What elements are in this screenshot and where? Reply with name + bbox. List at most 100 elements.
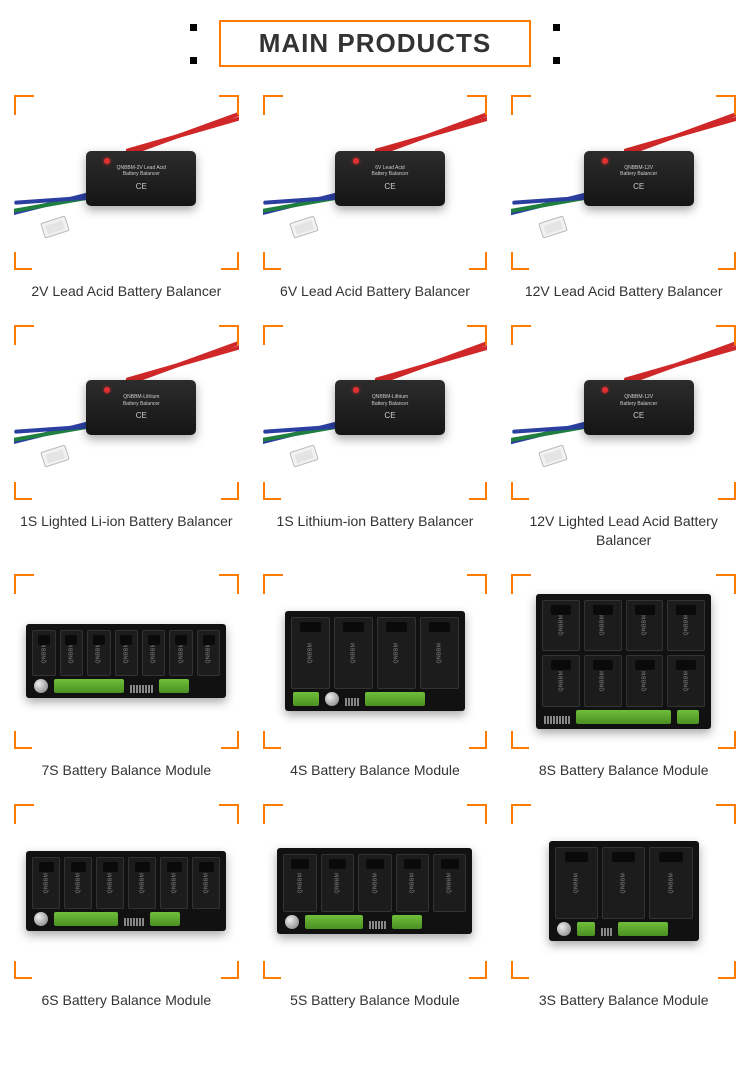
cell-unit: QNBBM — [321, 854, 354, 912]
product-thumbnail[interactable]: QNBBMQNBBMQNBBMQNBBM — [263, 574, 488, 749]
product-thumbnail[interactable]: QNBBMQNBBMQNBBMQNBBMQNBBMQNBBMQNBBM — [14, 574, 239, 749]
product-card[interactable]: QNBBM-12VBattery BalancerCE 12V Lighted L… — [511, 325, 736, 550]
cell-unit: QNBBM — [283, 854, 316, 912]
cell-unit: QNBBM — [291, 617, 330, 689]
product-card[interactable]: QNBBMQNBBMQNBBMQNBBM4S Battery Balance M… — [263, 574, 488, 780]
product-label: 6S Battery Balance Module — [14, 991, 239, 1010]
pin-header — [345, 692, 359, 706]
balancer-box: QNBBM-2V Lead AcidBattery BalancerCE — [86, 151, 196, 206]
product-label: 1S Lighted Li-ion Battery Balancer — [14, 512, 239, 531]
product-label: 7S Battery Balance Module — [14, 761, 239, 780]
product-thumbnail[interactable]: QNBBM-LithiumBattery BalancerCE — [14, 325, 239, 500]
product-label: 3S Battery Balance Module — [511, 991, 736, 1010]
product-card[interactable]: QNBBM-12VBattery BalancerCE 12V Lead Acid… — [511, 95, 736, 301]
product-card[interactable]: 6V Lead AcidBattery BalancerCE 6V Lead Ac… — [263, 95, 488, 301]
cell-unit: QNBBM — [420, 617, 459, 689]
pin-header — [544, 710, 570, 724]
pcb-module: QNBBMQNBBMQNBBMQNBBMQNBBMQNBBMQNBBMQNBBM — [536, 594, 711, 729]
product-thumbnail[interactable]: QNBBM-LithiumBattery BalancerCE — [263, 325, 488, 500]
connector-icon — [40, 445, 70, 468]
terminal-block — [150, 912, 180, 926]
product-thumbnail[interactable]: QNBBM-2V Lead AcidBattery BalancerCE — [14, 95, 239, 270]
terminal-block — [577, 922, 595, 936]
product-label: 5S Battery Balance Module — [263, 991, 488, 1010]
header: MAIN PRODUCTS — [14, 20, 736, 67]
cell-unit: QNBBM — [64, 857, 92, 909]
cell-unit: QNBBM — [96, 857, 124, 909]
cell-unit: QNBBM — [197, 630, 220, 676]
product-thumbnail[interactable]: QNBBM-12VBattery BalancerCE — [511, 325, 736, 500]
cell-unit: QNBBM — [396, 854, 429, 912]
cell-unit: QNBBM — [87, 630, 110, 676]
pin-header — [601, 922, 612, 936]
cell-unit: QNBBM — [192, 857, 220, 909]
product-label: 12V Lead Acid Battery Balancer — [511, 282, 736, 301]
terminal-block — [618, 922, 668, 936]
cell-unit: QNBBM — [667, 655, 705, 707]
knob-icon — [325, 692, 339, 706]
product-label: 6V Lead Acid Battery Balancer — [263, 282, 488, 301]
cell-unit: QNBBM — [667, 600, 705, 652]
product-card[interactable]: QNBBMQNBBMQNBBMQNBBMQNBBMQNBBMQNBBM7S Ba… — [14, 574, 239, 780]
product-card[interactable]: QNBBM-2V Lead AcidBattery BalancerCE2V L… — [14, 95, 239, 301]
cell-unit: QNBBM — [626, 655, 664, 707]
pcb-module: QNBBMQNBBMQNBBM — [549, 841, 699, 941]
product-card[interactable]: QNBBMQNBBMQNBBMQNBBMQNBBM 5S Battery Bala… — [263, 804, 488, 1010]
terminal-block — [392, 915, 422, 929]
cell-unit: QNBBM — [115, 630, 138, 676]
knob-icon — [34, 912, 48, 926]
product-card[interactable]: QNBBMQNBBMQNBBMQNBBMQNBBMQNBBM 6S Battery… — [14, 804, 239, 1010]
product-thumbnail[interactable]: 6V Lead AcidBattery BalancerCE — [263, 95, 488, 270]
cell-unit: QNBBM — [433, 854, 466, 912]
cell-unit: QNBBM — [142, 630, 165, 676]
knob-icon — [285, 915, 299, 929]
cell-unit: QNBBM — [377, 617, 416, 689]
connector-icon — [538, 445, 568, 468]
terminal-block — [677, 710, 699, 724]
cell-unit: QNBBM — [32, 857, 60, 909]
product-label: 12V Lighted Lead Acid Battery Balancer — [511, 512, 736, 550]
cell-unit: QNBBM — [128, 857, 156, 909]
pin-header — [130, 679, 153, 693]
terminal-block — [305, 915, 363, 929]
connector-icon — [289, 445, 319, 468]
product-label: 8S Battery Balance Module — [511, 761, 736, 780]
balancer-box: QNBBM-LithiumBattery BalancerCE — [86, 380, 196, 435]
product-card[interactable]: QNBBMQNBBMQNBBMQNBBMQNBBMQNBBMQNBBMQNBBM… — [511, 574, 736, 780]
product-thumbnail[interactable]: QNBBMQNBBMQNBBMQNBBMQNBBM — [263, 804, 488, 979]
balancer-box: QNBBM-LithiumBattery BalancerCE — [335, 380, 445, 435]
product-thumbnail[interactable]: QNBBMQNBBMQNBBMQNBBMQNBBMQNBBM — [14, 804, 239, 979]
product-grid: QNBBM-2V Lead AcidBattery BalancerCE2V L… — [14, 95, 736, 1009]
decor-dots-left — [190, 24, 197, 64]
cell-unit: QNBBM — [649, 847, 692, 919]
cell-unit: QNBBM — [602, 847, 645, 919]
product-card[interactable]: QNBBMQNBBMQNBBM 3S Battery Balance Module — [511, 804, 736, 1010]
page-title: MAIN PRODUCTS — [219, 20, 532, 67]
cell-unit: QNBBM — [32, 630, 55, 676]
balancer-box: QNBBM-12VBattery BalancerCE — [584, 151, 694, 206]
terminal-block — [159, 679, 189, 693]
cell-unit: QNBBM — [60, 630, 83, 676]
cell-unit: QNBBM — [542, 600, 580, 652]
knob-icon — [34, 679, 48, 693]
cell-unit: QNBBM — [584, 655, 622, 707]
decor-dots-right — [553, 24, 560, 64]
pcb-module: QNBBMQNBBMQNBBMQNBBM — [285, 611, 465, 711]
product-thumbnail[interactable]: QNBBMQNBBMQNBBMQNBBMQNBBMQNBBMQNBBMQNBBM — [511, 574, 736, 749]
product-card[interactable]: QNBBM-LithiumBattery BalancerCE 1S Lighte… — [14, 325, 239, 550]
cell-unit: QNBBM — [626, 600, 664, 652]
terminal-block — [293, 692, 319, 706]
cell-unit: QNBBM — [584, 600, 622, 652]
product-thumbnail[interactable]: QNBBMQNBBMQNBBM — [511, 804, 736, 979]
connector-icon — [40, 215, 70, 238]
product-label: 4S Battery Balance Module — [263, 761, 488, 780]
product-label: 1S Lithium-ion Battery Balancer — [263, 512, 488, 531]
product-card[interactable]: QNBBM-LithiumBattery BalancerCE 1S Lithiu… — [263, 325, 488, 550]
product-thumbnail[interactable]: QNBBM-12VBattery BalancerCE — [511, 95, 736, 270]
cell-unit: QNBBM — [334, 617, 373, 689]
pin-header — [124, 912, 144, 926]
connector-icon — [538, 215, 568, 238]
balancer-box: 6V Lead AcidBattery BalancerCE — [335, 151, 445, 206]
cell-unit: QNBBM — [169, 630, 192, 676]
terminal-block — [365, 692, 425, 706]
